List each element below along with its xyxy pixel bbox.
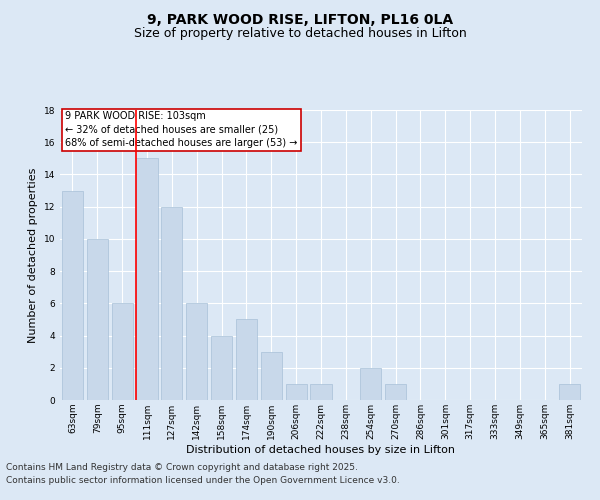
Bar [261, 352, 282, 400]
Text: Size of property relative to detached houses in Lifton: Size of property relative to detached ho… [134, 28, 466, 40]
Bar [62, 190, 83, 400]
Text: Contains HM Land Registry data © Crown copyright and database right 2025.: Contains HM Land Registry data © Crown c… [6, 464, 358, 472]
Bar [310, 384, 332, 400]
Bar [385, 384, 406, 400]
Bar [186, 304, 207, 400]
Bar [136, 158, 158, 400]
Bar [211, 336, 232, 400]
Bar [559, 384, 580, 400]
Bar [112, 304, 133, 400]
Bar [87, 239, 108, 400]
Text: 9 PARK WOOD RISE: 103sqm
← 32% of detached houses are smaller (25)
68% of semi-d: 9 PARK WOOD RISE: 103sqm ← 32% of detach… [65, 112, 298, 148]
Text: Contains public sector information licensed under the Open Government Licence v3: Contains public sector information licen… [6, 476, 400, 485]
Bar [286, 384, 307, 400]
Bar [161, 206, 182, 400]
Text: 9, PARK WOOD RISE, LIFTON, PL16 0LA: 9, PARK WOOD RISE, LIFTON, PL16 0LA [147, 12, 453, 26]
Bar [360, 368, 381, 400]
X-axis label: Distribution of detached houses by size in Lifton: Distribution of detached houses by size … [187, 444, 455, 454]
Bar [236, 320, 257, 400]
Y-axis label: Number of detached properties: Number of detached properties [28, 168, 38, 342]
